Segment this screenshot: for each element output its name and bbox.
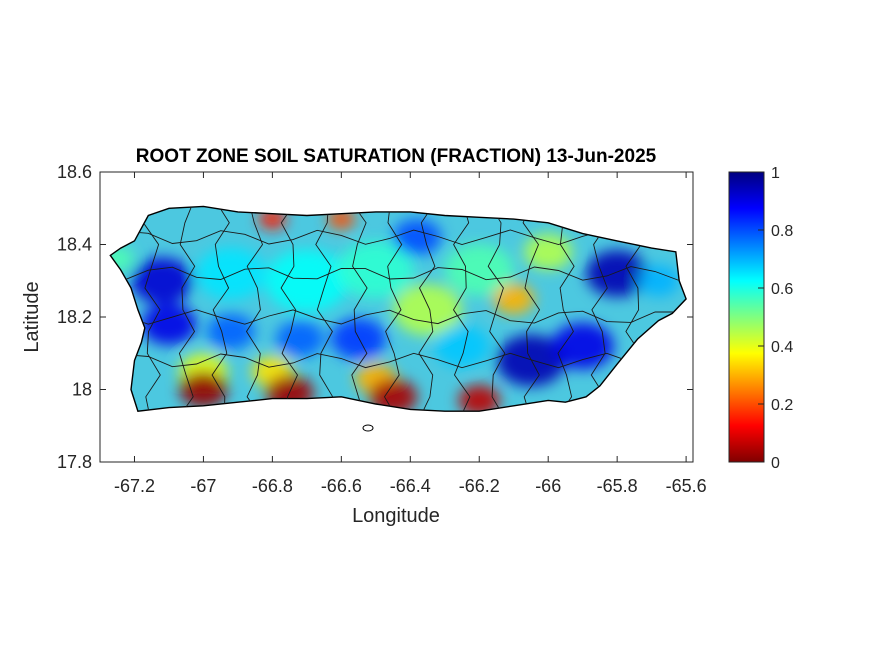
x-axis-label: Longitude (352, 505, 440, 527)
colorbar-tick-label: 1 (771, 165, 780, 182)
municipality-boundary (177, 206, 196, 412)
colorbar-gradient (728, 171, 765, 463)
saturation-region (393, 219, 442, 256)
y-axis-label: Latitude (21, 281, 43, 352)
saturation-region (206, 313, 256, 350)
y-tick-label: 17.8 (57, 452, 92, 472)
saturation-region (331, 318, 387, 360)
municipality-boundary (280, 206, 299, 412)
saturation-region (265, 249, 349, 312)
municipality-boundary (590, 206, 609, 412)
x-tick-label: -67 (190, 476, 216, 496)
island-caja-de-muertos (362, 424, 374, 432)
municipality-boundary (110, 229, 680, 245)
colorbar: 0 0.2 0.4 0.6 0.8 1 (728, 165, 793, 472)
x-tick-label: -66.6 (321, 476, 362, 496)
x-tick-label: -66.4 (390, 476, 431, 496)
saturation-region (434, 325, 490, 367)
saturation-region (551, 322, 614, 370)
x-tick-label: -65.8 (597, 476, 638, 496)
municipality-boundary (245, 206, 264, 412)
municipality-boundary (383, 206, 403, 412)
y-tick-label: 18.6 (57, 162, 92, 182)
municipality-boundary (211, 206, 230, 412)
colorbar-tick-label: 0 (771, 455, 780, 472)
x-axis: -67.2 -67 -66.8 -66.6 -66.4 -66.2 -66 -65.8 -65.… (114, 172, 707, 496)
saturation-region (110, 246, 135, 272)
municipality-boundary (142, 206, 161, 412)
municipality-boundary (110, 309, 680, 325)
saturation-region (493, 283, 535, 315)
saturation-region (275, 320, 325, 357)
colorbar-ticks: 0 0.2 0.4 0.6 0.8 1 (758, 165, 793, 472)
municipality-boundary (556, 206, 575, 412)
saturation-region (393, 283, 462, 336)
colorbar-tick-label: 0.2 (771, 397, 793, 414)
y-tick-label: 18.4 (57, 235, 92, 255)
x-tick-label: -67.2 (114, 476, 155, 496)
x-tick-label: -66.8 (252, 476, 293, 496)
x-tick-label: -65.6 (666, 476, 707, 496)
saturation-region (131, 257, 194, 305)
colorbar-tick-label: 0.6 (771, 281, 793, 298)
municipality-boundary (110, 352, 680, 369)
x-tick-label: -66 (535, 476, 561, 496)
saturation-region (458, 384, 500, 412)
island-outline (109, 205, 687, 412)
colorbar-tick-label: 0.4 (771, 339, 793, 356)
municipality-boundaries (110, 206, 680, 412)
municipality-boundary (418, 206, 437, 412)
saturation-region (637, 265, 680, 297)
municipality-boundary (350, 206, 368, 412)
saturation-region (141, 303, 197, 345)
map-layer (109, 205, 687, 432)
municipality-boundary (487, 206, 506, 412)
saturation-region (496, 334, 566, 387)
saturation-region (444, 244, 514, 296)
x-tick-label: -66.2 (459, 476, 500, 496)
colorbar-tick-label: 0.8 (771, 223, 793, 240)
chart-title: ROOT ZONE SOIL SATURATION (FRACTION) 13-… (136, 146, 657, 167)
y-tick-label: 18 (72, 380, 92, 400)
saturation-region (586, 250, 649, 297)
municipality-boundary (110, 266, 680, 281)
saturation-regions (110, 208, 680, 412)
municipality-boundary (452, 206, 471, 412)
y-axis: 17.8 18 18.2 18.4 18.6 (57, 162, 693, 472)
saturation-region (196, 247, 266, 300)
municipality-boundary (315, 206, 334, 412)
y-tick-label: 18.2 (57, 307, 92, 327)
